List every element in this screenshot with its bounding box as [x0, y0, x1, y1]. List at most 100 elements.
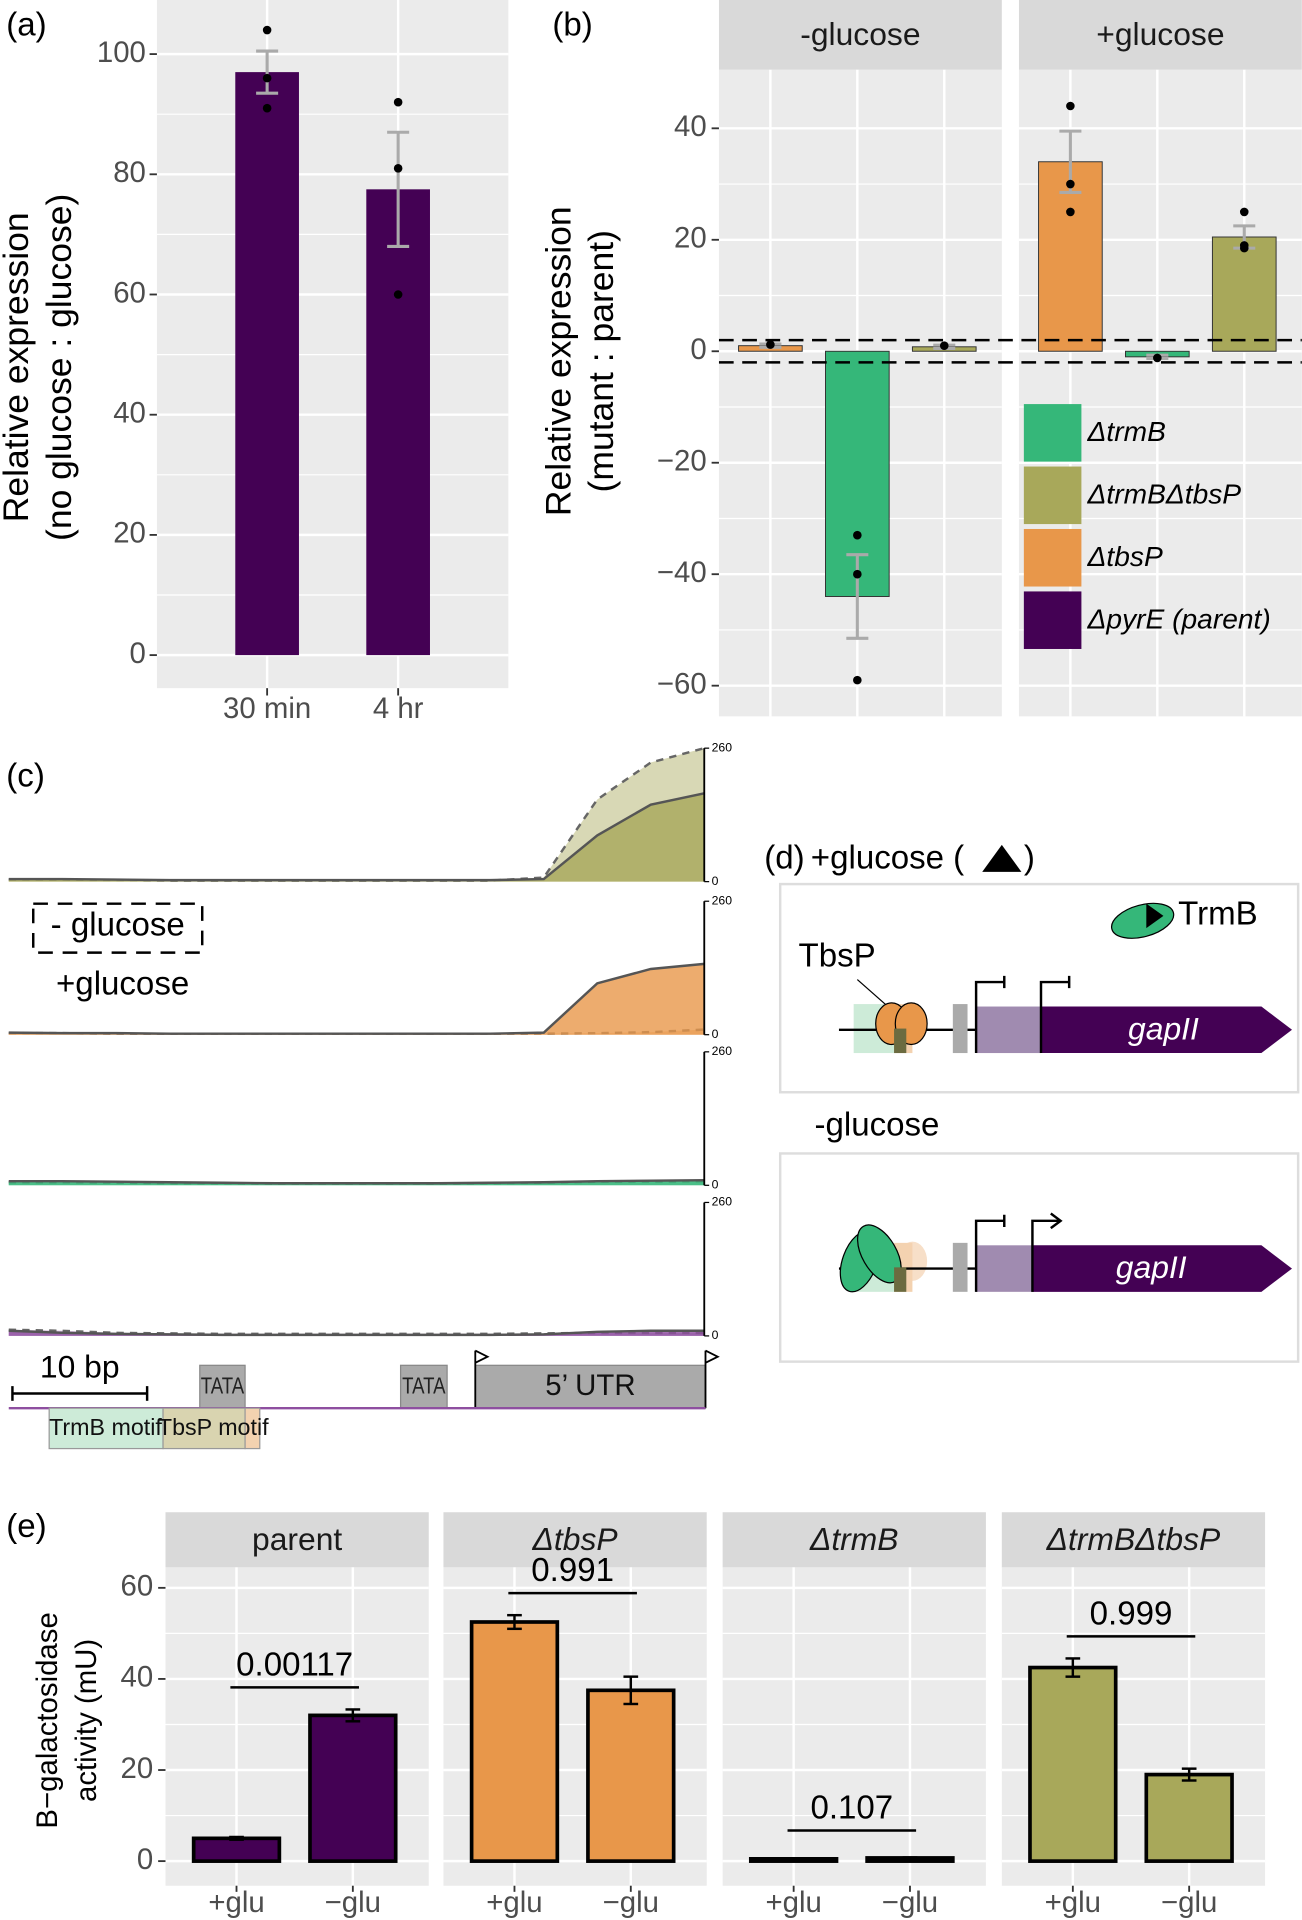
bar: [469, 1620, 560, 1863]
strip-label: ΔtbsP: [532, 1521, 619, 1557]
tss-flag: [704, 1349, 720, 1409]
motif-core: [894, 1267, 907, 1292]
strip-label: +glucose: [1096, 16, 1224, 52]
x-tick-label: 4 hr: [373, 692, 424, 725]
pointer: [856, 979, 889, 1007]
panel-d: (d) +glucose ( ) TrmB TbsP gapII -glucos…: [764, 839, 1300, 1363]
protein-label: TbsP: [799, 937, 876, 974]
plot-background: [722, 1567, 986, 1886]
utr-box: [976, 1245, 1033, 1292]
panel-label: (b): [552, 7, 592, 44]
y-tick-label: 260: [712, 1195, 733, 1209]
motif-label: TbsP motif: [158, 1414, 269, 1440]
data-point: [393, 163, 403, 173]
data-point: [1153, 353, 1162, 363]
legend-label: ΔtbsP: [1087, 541, 1163, 572]
x-tick-label: −glu: [603, 1886, 659, 1919]
p-value-label: 0.999: [1090, 1595, 1173, 1632]
gene-arrow: [1032, 1245, 1293, 1292]
data-point: [1066, 101, 1075, 111]
triangle-icon: [1146, 903, 1164, 929]
strip: [165, 1512, 429, 1568]
p-value-label: 0.991: [531, 1552, 614, 1589]
x-tick-label: −glu: [325, 1886, 381, 1919]
coverage-line: [8, 1178, 705, 1185]
data-point: [262, 103, 272, 113]
y-axis-label: (mutant : parent): [581, 230, 621, 492]
panel-label: (a): [6, 7, 46, 44]
data-point: [1239, 243, 1249, 253]
x-tick-label: +glu: [765, 1886, 821, 1919]
diagram-title: ): [1024, 839, 1035, 876]
y-tick-label: 260: [712, 740, 733, 754]
data-point: [393, 97, 403, 107]
data-point: [393, 290, 403, 299]
y-tick-label: 260: [712, 893, 733, 907]
y-axis-label: activity (mU): [70, 1639, 103, 1802]
bar: [586, 1688, 676, 1863]
promoter-arrow: [974, 975, 1006, 1054]
legend-label: ΔtrmB: [1087, 416, 1166, 447]
gene-label: gapII: [1128, 1010, 1199, 1046]
y-tick-label: 20: [674, 222, 707, 255]
data-point: [853, 675, 862, 685]
tata-label: TATA: [201, 1374, 244, 1399]
motif-box: [162, 1407, 246, 1450]
legend-key: [1023, 591, 1082, 649]
y-tick-label: 0: [137, 1843, 153, 1876]
motif-box: [244, 1407, 261, 1450]
utr-label: 5’ UTR: [545, 1369, 635, 1402]
tata-box: [399, 1364, 448, 1409]
y-tick-label: 0: [712, 1328, 719, 1342]
diagram-title: -glucose: [814, 1106, 939, 1143]
y-tick-label: 40: [121, 1661, 154, 1694]
y-tick-label: 60: [121, 1570, 154, 1603]
panel-label: (e): [6, 1508, 46, 1545]
promoter-arrow: [1039, 975, 1071, 1054]
plot-background: [156, 0, 509, 689]
data-point: [262, 73, 272, 83]
y-tick-label: 260: [712, 1044, 733, 1058]
promoter-arrow: [1031, 1212, 1063, 1292]
y-tick-label: 100: [97, 36, 146, 69]
bar: [1028, 1665, 1118, 1863]
y-tick-label: 40: [674, 110, 707, 143]
y-tick-label: −60: [657, 667, 707, 700]
triangle-icon: [982, 844, 1022, 872]
diagram-title: +glucose (: [811, 839, 964, 876]
p-value-label: 0.107: [810, 1789, 893, 1826]
strip: [443, 1512, 707, 1568]
protein-label: TrmB: [1178, 896, 1258, 933]
x-tick-label: −glu: [882, 1886, 938, 1919]
y-axis-label: (no glucose : glucose): [39, 194, 79, 541]
y-tick-label: −20: [657, 444, 707, 477]
data-point: [853, 569, 862, 579]
legend-key: [1023, 404, 1082, 462]
y-tick-label: 0: [690, 333, 706, 366]
data-point: [766, 340, 775, 349]
tata-box: [952, 1242, 968, 1292]
gene-label: gapII: [1116, 1249, 1187, 1285]
y-axis-label: Relative expression: [0, 212, 36, 522]
bar: [1144, 1772, 1234, 1863]
legend-label: ΔpyrE (parent): [1087, 603, 1271, 634]
utr-box: [976, 1006, 1041, 1054]
p-value-label: 0.00117: [236, 1646, 353, 1683]
bar: [235, 72, 299, 656]
trmb-icon: [1110, 902, 1175, 939]
bar: [308, 1713, 398, 1863]
tss-flag: [474, 1349, 490, 1409]
x-tick-label: −glu: [1161, 1886, 1217, 1919]
gene-arrow: [1041, 1006, 1293, 1054]
y-tick-label: 0: [712, 874, 719, 888]
area-fill: [8, 793, 705, 882]
strip: [718, 0, 1002, 70]
strip-label: parent: [252, 1521, 342, 1557]
panel-label: (d): [764, 839, 804, 876]
tata-label: TATA: [402, 1374, 445, 1399]
y-tick-label: 0: [712, 1178, 719, 1192]
x-tick-label: +glu: [486, 1886, 542, 1919]
legend-dashed-box: [32, 902, 204, 954]
bar: [191, 1836, 282, 1863]
data-point: [1066, 207, 1075, 217]
